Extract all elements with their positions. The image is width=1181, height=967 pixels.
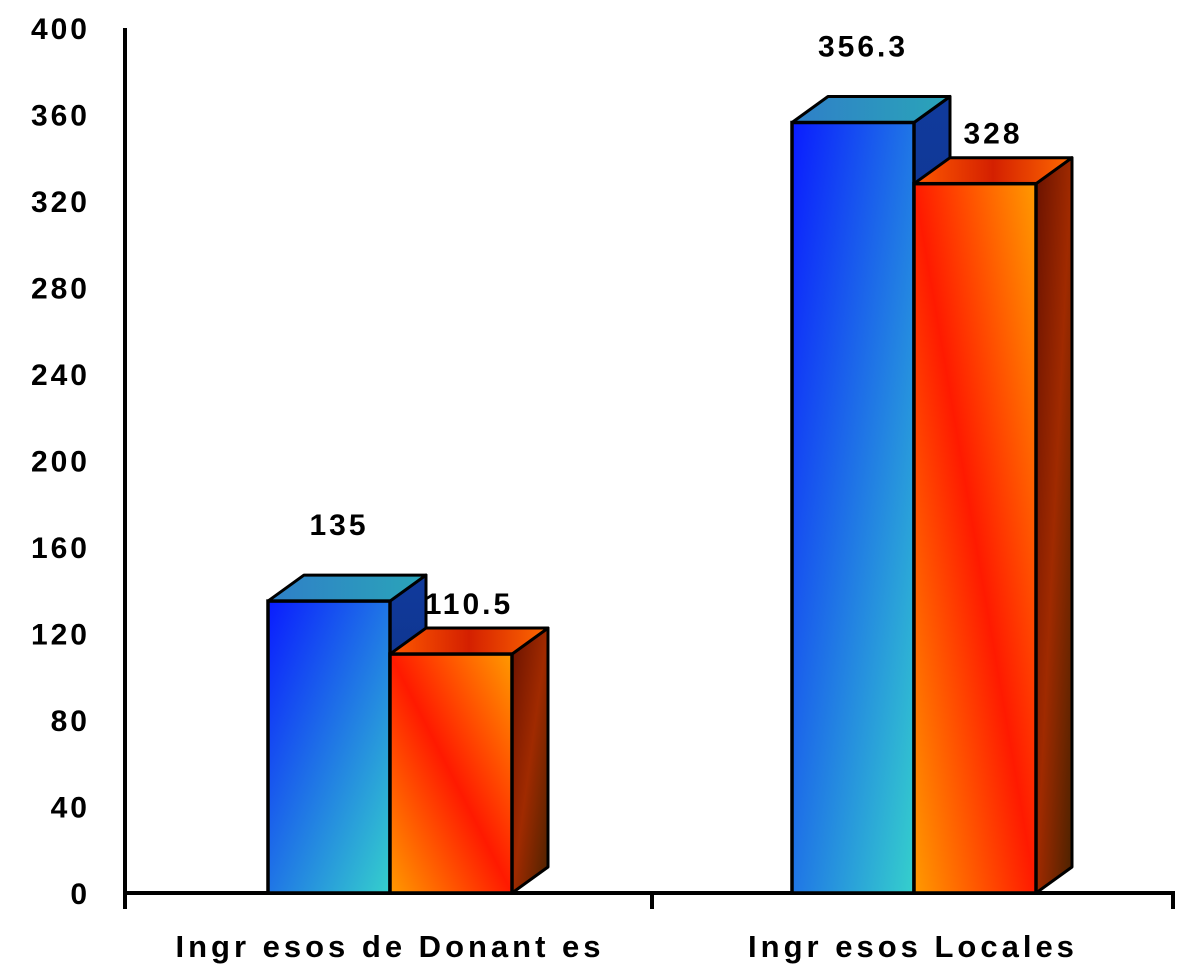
y-tick-label: 240 [31,359,90,392]
y-tick-label: 40 [51,792,90,825]
bar-front-face [790,120,916,895]
y-axis: 0 40 80 120 160 200 240 280 320 360 400 [31,13,127,911]
data-label: 328 [963,118,1022,151]
data-label: 356.3 [818,31,908,64]
bar-front-face [912,181,1038,895]
bar-series-2 [388,626,550,895]
bar-side-face [1034,156,1074,895]
data-label: 110.5 [425,588,513,621]
x-category-label: Ingr esos de Donant es [175,929,604,964]
bar-side-face [510,626,550,895]
bar-front-face [388,652,514,895]
x-category-label: Ingr esos Locales [748,929,1078,964]
y-tick-label: 0 [70,878,90,911]
y-tick-label: 200 [31,446,90,479]
y-tick-label: 400 [31,13,90,46]
bar-series-2 [912,156,1074,895]
y-tick-label: 320 [31,186,90,219]
bar-front-face [266,599,392,895]
y-tick-label: 360 [31,100,90,133]
y-tick-label: 80 [51,705,90,738]
y-tick-label: 280 [31,273,90,306]
y-tick-label: 120 [31,619,90,652]
x-axis: Ingr esos de Donant es Ingr esos Locales [123,891,1175,964]
data-labels: 135 110.5 356.3 328 [309,31,1022,622]
data-label: 135 [309,509,368,542]
y-tick-label: 160 [31,532,90,565]
bars [266,95,1074,895]
